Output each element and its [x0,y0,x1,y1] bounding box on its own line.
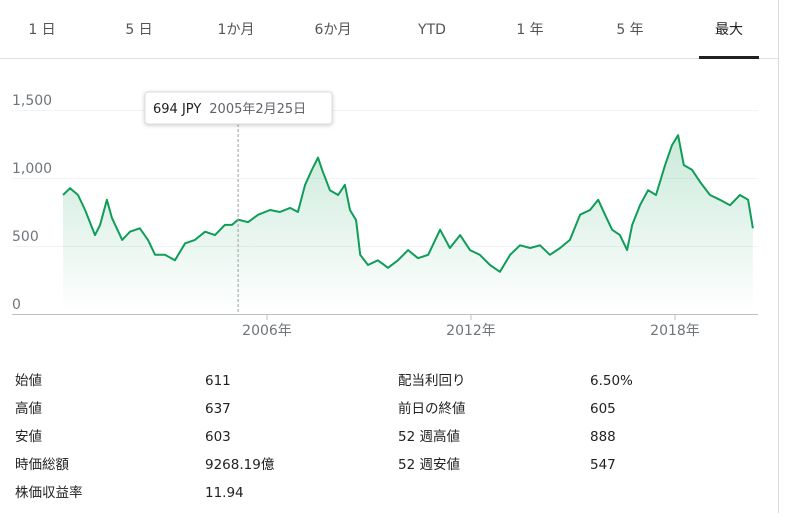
tab[interactable]: 1 日 [28,22,55,38]
area [63,135,753,314]
stat-value: 637 [205,401,231,417]
tab[interactable]: 5 年 [616,22,643,38]
tab[interactable]: 1 年 [516,22,543,38]
tooltip-text: 694 JPY 2005年2月25日 [153,102,306,117]
x-tick-label: 2012年 [446,323,496,339]
stat-label: 時価総額 [15,457,69,473]
tab[interactable]: 5 日 [125,22,152,38]
stat-label: 52 週高値 [398,428,460,445]
tooltip-date: 2005年2月25日 [209,102,306,117]
stat-label: 高値 [15,400,42,417]
stat-label: 株価収益率 [15,484,83,501]
stat-value: 888 [590,429,616,445]
stat-value: 605 [590,401,616,417]
stat-label: 配当利回り [398,373,466,389]
tab[interactable]: 最大 [715,22,743,38]
stat-label: 始値 [15,373,42,389]
tooltip-price: 694 JPY [153,102,201,117]
x-tick-label: 2018年 [650,323,700,339]
tab-underline [699,56,759,59]
y-tick-label: 0 [12,297,21,313]
y-tick-label: 500 [12,229,39,245]
stat-value: 611 [205,373,231,389]
tab[interactable]: YTD [417,22,446,38]
stat-label: 安値 [15,429,42,445]
y-tick-label: 1,500 [12,93,52,109]
tooltip-box [144,91,333,125]
stat-value: 547 [590,457,616,473]
tab[interactable]: 6か月 [315,22,352,38]
stat-value: 9268.19億 [205,457,275,473]
stat-value: 603 [205,429,231,445]
price-line [62,134,754,273]
y-tick-label: 1,000 [12,161,52,177]
stat-value: 6.50% [590,373,633,389]
tab[interactable]: 1か月 [218,22,255,38]
stat-value: 11.94 [205,485,244,501]
stat-label: 52 週安値 [398,457,460,473]
x-tick-label: 2006年 [242,323,292,339]
stat-label: 前日の終値 [398,400,466,417]
